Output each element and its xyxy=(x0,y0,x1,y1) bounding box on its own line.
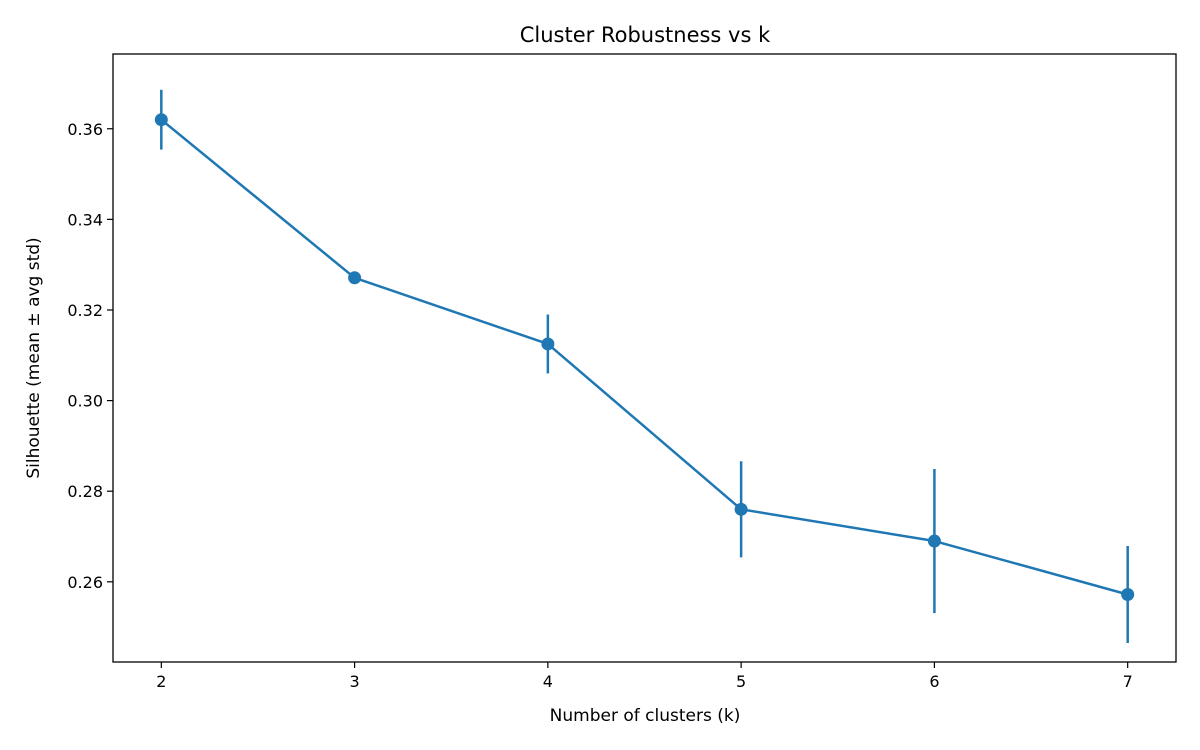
plot-area xyxy=(154,89,1135,643)
y-tick-label: 0.34 xyxy=(67,210,103,229)
y-tick-label: 0.28 xyxy=(67,482,103,501)
series-line xyxy=(160,118,1129,596)
data-point xyxy=(348,271,362,285)
y-tick-label: 0.32 xyxy=(67,301,103,320)
x-tick-label: 2 xyxy=(156,672,166,691)
x-tick-label: 3 xyxy=(349,672,359,691)
x-axis-label: Number of clusters (k) xyxy=(550,706,741,726)
data-point xyxy=(1121,587,1135,601)
y-tick-label: 0.36 xyxy=(67,120,103,139)
chart-title: Cluster Robustness vs k xyxy=(520,23,771,47)
x-tick-label: 6 xyxy=(929,672,939,691)
x-tick-label: 4 xyxy=(543,672,553,691)
data-point xyxy=(927,534,941,548)
x-tick-label: 7 xyxy=(1123,672,1133,691)
data-point xyxy=(154,113,168,127)
y-tick-label: 0.26 xyxy=(67,573,103,592)
axis-ticks: 2 3 4 5 6 7 0.26 0.28 0.30 0.32 0.34 0.36 xyxy=(67,120,1132,691)
y-tick-label: 0.30 xyxy=(67,392,103,411)
plot-frame xyxy=(112,53,1177,663)
data-point xyxy=(734,502,748,516)
data-point xyxy=(541,337,555,351)
y-axis-label: Silhouette (mean ± avg std) xyxy=(24,237,44,478)
x-tick-label: 5 xyxy=(736,672,746,691)
